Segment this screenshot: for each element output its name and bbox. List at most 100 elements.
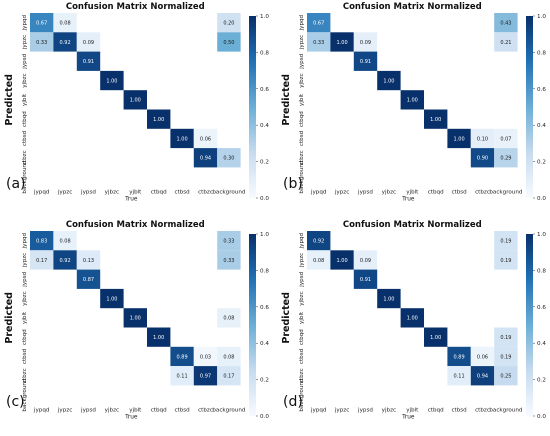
y-tick-label: jypzc [22,35,28,50]
colorbar-tick-label: 1.0 [537,14,546,20]
cell-value-label: 1.00 [407,316,418,322]
x-tick-label: jypqd [33,408,50,414]
cell-value-label: 0.19 [500,354,511,360]
x-tick-label: ctbzc [198,190,213,196]
y-tick-label: ctbsd [22,130,28,146]
cell-value-label: 0.06 [477,354,488,360]
x-tick-label: ctbqd [151,408,167,414]
x-tick-label: yjbzc [105,190,119,196]
x-tick-label: ctbqd [428,190,444,196]
y-tick-label: yjblt [22,93,28,106]
cell-value-label: 0.17 [223,374,234,380]
y-tick-label: jypzc [22,253,28,268]
x-tick-label: jypsd [80,190,96,196]
colorbar-tick-label: 0.2 [260,378,269,384]
y-tick-label: ctbsd [299,348,305,364]
colorbar-tick-label: 0.8 [260,268,269,274]
y-tick-label: ctbqd [299,111,305,127]
y-tick-label: jypzc [299,253,305,268]
x-axis-label: True [401,197,415,203]
panel-label: (b) [283,176,303,192]
y-tick-label: yjbzc [22,291,28,305]
cell-value-label: 0.50 [223,40,234,46]
colorbar-tick-label: 0.8 [537,50,546,56]
cell-value-label: 0.33 [223,238,234,244]
cell-value-label: 0.67 [313,20,324,26]
cell-value-label: 0.09 [360,258,371,264]
cell-value-label: 0.92 [60,40,71,46]
x-tick-label: yjblt [129,190,142,196]
colorbar-tick-label: 0.2 [537,378,546,384]
x-tick-label: jypzc [57,190,72,196]
y-axis-label: Predicted [4,74,15,126]
x-tick-label: ctbzc [475,408,490,414]
cell-value-label: 1.00 [153,117,164,123]
panel-b: Confusion Matrix Normalized 0.67 0.43 0.33 1… [281,2,546,203]
colorbar-tick-label: 0.6 [260,305,269,311]
cell-value-label: 1.00 [430,335,441,341]
x-tick-label: jypsd [357,408,373,414]
panel-c: Confusion Matrix Normalized 0.83 0.08 0.33 0… [4,220,269,421]
cell-value-label: 1.00 [153,335,164,341]
cell-value-label: 0.91 [360,59,371,65]
x-tick-label: ctbqd [428,408,444,414]
cell-value-label: 0.11 [177,374,188,380]
y-tick-label: ctbsd [299,130,305,146]
cell-value-label: 0.43 [500,20,511,26]
chart-title: Confusion Matrix Normalized [66,220,205,230]
y-tick-label: yjbzc [299,291,305,305]
cell-value-label: 0.92 [313,238,324,244]
colorbar-tick-label: 0.0 [537,196,546,202]
cell-value-label: 1.00 [106,296,117,302]
cell-value-label: 1.00 [407,98,418,104]
cell-value-label: 1.00 [337,258,348,264]
x-tick-label: yjbzc [382,190,396,196]
cell-value-label: 1.00 [454,136,465,142]
x-tick-label: ctbzc [198,408,213,414]
colorbar-tick-label: 0.8 [537,268,546,274]
colorbar-tick-label: 0.4 [260,341,269,347]
x-tick-label: ctbsd [451,190,467,196]
y-tick-label: jypqd [299,232,305,249]
y-tick-label: jypzc [299,35,305,50]
cell-value-label: 1.00 [383,296,394,302]
y-axis-label: Predicted [281,74,292,126]
y-tick-label: ctbqd [299,329,305,345]
cell-value-label: 0.89 [177,354,188,360]
x-tick-label: ctbsd [174,190,190,196]
cell-value-label: 1.00 [130,316,141,322]
cell-value-label: 0.89 [454,354,465,360]
cell-value-label: 1.00 [130,98,141,104]
x-tick-label: jypzc [57,408,72,414]
cell-value-label: 0.08 [60,238,71,244]
panel-label: (c) [6,394,25,410]
cell-value-label: 0.09 [83,40,94,46]
cell-value-label: 0.83 [36,238,47,244]
x-tick-label: ctbqd [151,190,167,196]
colorbar-tick-label: 0.2 [537,160,546,166]
colorbar [526,16,533,198]
y-tick-label: yjbzc [22,73,28,87]
x-tick-label: ctbsd [174,408,190,414]
y-axis-label: Predicted [4,292,15,344]
colorbar-tick-label: 0.0 [537,414,546,420]
y-tick-label: jypsd [299,53,305,69]
cell-value-label: 0.07 [500,136,511,142]
colorbar [526,234,533,416]
cell-value-label: 1.00 [383,78,394,84]
cell-value-label: 0.19 [500,238,511,244]
colorbar-tick-label: 0.4 [537,123,546,129]
cell-value-label: 0.08 [60,20,71,26]
colorbar-tick-label: 1.0 [260,14,269,20]
cell-value-label: 0.87 [83,277,94,283]
colorbar [249,234,256,416]
y-tick-label: yjblt [22,311,28,324]
x-tick-label: ctbsd [451,408,467,414]
cell-value-label: 0.92 [60,258,71,264]
colorbar [249,16,256,198]
colorbar-tick-label: 0.6 [537,87,546,93]
cell-value-label: 0.08 [313,258,324,264]
panel-label: (d) [283,394,303,410]
panel-a: Confusion Matrix Normalized0.67 0.08 0.200… [4,2,269,203]
y-tick-label: ctbqd [22,329,28,345]
